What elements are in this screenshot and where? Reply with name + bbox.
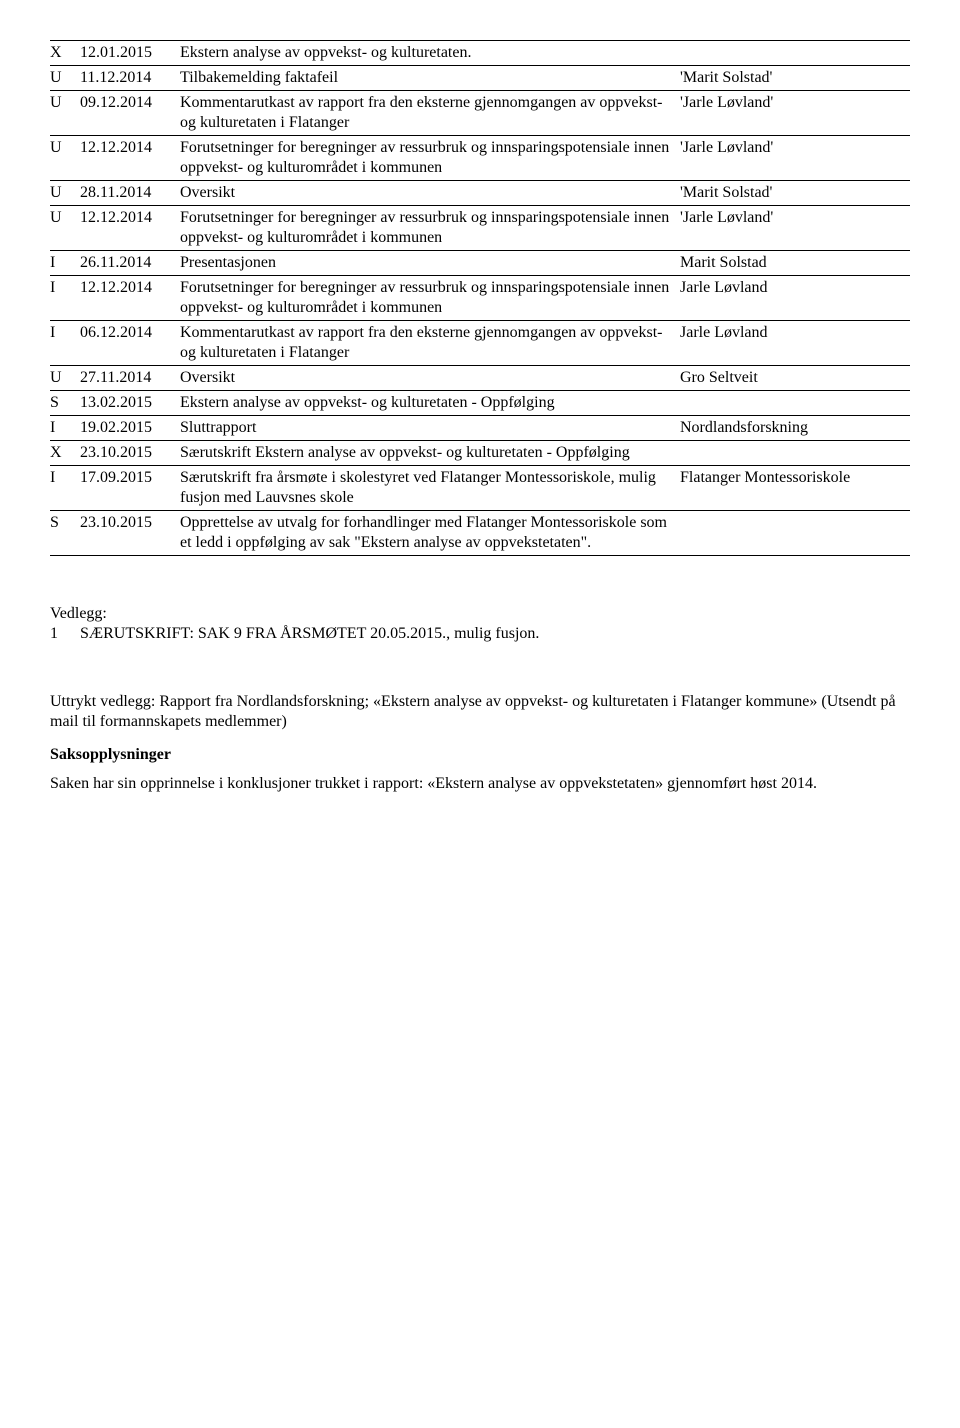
saksopplysninger-heading: Saksopplysninger (50, 746, 910, 764)
row-date: 12.01.2015 (80, 41, 180, 66)
row-code: I (50, 321, 80, 366)
row-author: Marit Solstad (680, 251, 910, 276)
row-author: Flatanger Montessoriskole (680, 466, 910, 511)
vedlegg-title: Vedlegg: (50, 604, 910, 624)
row-code: X (50, 441, 80, 466)
row-text: Kommentarutkast av rapport fra den ekste… (180, 91, 680, 136)
row-author: 'Marit Solstad' (680, 181, 910, 206)
row-text: Tilbakemelding faktafeil (180, 66, 680, 91)
uttrykt-vedlegg: Uttrykt vedlegg: Rapport fra Nordlandsfo… (50, 692, 910, 732)
row-text: Ekstern analyse av oppvekst- og kulturet… (180, 41, 680, 66)
vedlegg-number: 1 (50, 624, 80, 644)
row-text: Oversikt (180, 366, 680, 391)
row-text: Kommentarutkast av rapport fra den ekste… (180, 321, 680, 366)
row-text: Særutskrift fra årsmøte i skolestyret ve… (180, 466, 680, 511)
row-date: 23.10.2015 (80, 511, 180, 556)
saksopplysninger-text: Saken har sin opprinnelse i konklusjoner… (50, 774, 910, 794)
row-text: Forutsetninger for beregninger av ressur… (180, 136, 680, 181)
table-row: I19.02.2015SluttrapportNordlandsforsknin… (50, 416, 910, 441)
table-row: X23.10.2015Særutskrift Ekstern analyse a… (50, 441, 910, 466)
table-row: U27.11.2014OversiktGro Seltveit (50, 366, 910, 391)
row-date: 19.02.2015 (80, 416, 180, 441)
row-date: 27.11.2014 (80, 366, 180, 391)
row-date: 06.12.2014 (80, 321, 180, 366)
row-text: Presentasjonen (180, 251, 680, 276)
row-author: Nordlandsforskning (680, 416, 910, 441)
table-row: U11.12.2014Tilbakemelding faktafeil'Mari… (50, 66, 910, 91)
row-code: X (50, 41, 80, 66)
row-code: U (50, 181, 80, 206)
row-code: U (50, 366, 80, 391)
row-code: U (50, 66, 80, 91)
row-author: 'Marit Solstad' (680, 66, 910, 91)
row-text: Ekstern analyse av oppvekst- og kulturet… (180, 391, 680, 416)
row-code: I (50, 416, 80, 441)
row-code: S (50, 511, 80, 556)
row-code: U (50, 136, 80, 181)
vedlegg-section: Vedlegg: 1 SÆRUTSKRIFT: SAK 9 FRA ÅRSMØT… (50, 604, 910, 644)
row-date: 12.12.2014 (80, 206, 180, 251)
row-code: U (50, 206, 80, 251)
table-row: U28.11.2014Oversikt'Marit Solstad' (50, 181, 910, 206)
table-row: S23.10.2015Opprettelse av utvalg for for… (50, 511, 910, 556)
row-author (680, 511, 910, 556)
row-author (680, 441, 910, 466)
table-row: I12.12.2014Forutsetninger for beregninge… (50, 276, 910, 321)
row-date: 28.11.2014 (80, 181, 180, 206)
row-text: Sluttrapport (180, 416, 680, 441)
vedlegg-text: SÆRUTSKRIFT: SAK 9 FRA ÅRSMØTET 20.05.20… (80, 624, 539, 644)
row-author: 'Jarle Løvland' (680, 136, 910, 181)
row-author: 'Jarle Løvland' (680, 206, 910, 251)
row-text: Særutskrift Ekstern analyse av oppvekst-… (180, 441, 680, 466)
row-code: I (50, 466, 80, 511)
row-author: 'Jarle Løvland' (680, 91, 910, 136)
row-author (680, 391, 910, 416)
row-author: Jarle Løvland (680, 321, 910, 366)
row-date: 23.10.2015 (80, 441, 180, 466)
row-date: 12.12.2014 (80, 136, 180, 181)
table-row: I17.09.2015Særutskrift fra årsmøte i sko… (50, 466, 910, 511)
row-code: U (50, 91, 80, 136)
row-text: Forutsetninger for beregninger av ressur… (180, 276, 680, 321)
table-row: S13.02.2015Ekstern analyse av oppvekst- … (50, 391, 910, 416)
row-date: 11.12.2014 (80, 66, 180, 91)
table-row: U09.12.2014Kommentarutkast av rapport fr… (50, 91, 910, 136)
row-author: Jarle Løvland (680, 276, 910, 321)
table-row: U12.12.2014Forutsetninger for beregninge… (50, 206, 910, 251)
row-text: Forutsetninger for beregninger av ressur… (180, 206, 680, 251)
row-date: 09.12.2014 (80, 91, 180, 136)
row-date: 12.12.2014 (80, 276, 180, 321)
row-code: I (50, 251, 80, 276)
document-table: X12.01.2015Ekstern analyse av oppvekst- … (50, 40, 910, 556)
table-row: I06.12.2014Kommentarutkast av rapport fr… (50, 321, 910, 366)
row-author (680, 41, 910, 66)
table-row: U12.12.2014Forutsetninger for beregninge… (50, 136, 910, 181)
vedlegg-item: 1 SÆRUTSKRIFT: SAK 9 FRA ÅRSMØTET 20.05.… (50, 624, 910, 644)
row-date: 26.11.2014 (80, 251, 180, 276)
row-date: 13.02.2015 (80, 391, 180, 416)
row-author: Gro Seltveit (680, 366, 910, 391)
row-text: Oversikt (180, 181, 680, 206)
row-code: S (50, 391, 80, 416)
row-code: I (50, 276, 80, 321)
table-row: X12.01.2015Ekstern analyse av oppvekst- … (50, 41, 910, 66)
row-date: 17.09.2015 (80, 466, 180, 511)
table-row: I26.11.2014PresentasjonenMarit Solstad (50, 251, 910, 276)
row-text: Opprettelse av utvalg for forhandlinger … (180, 511, 680, 556)
